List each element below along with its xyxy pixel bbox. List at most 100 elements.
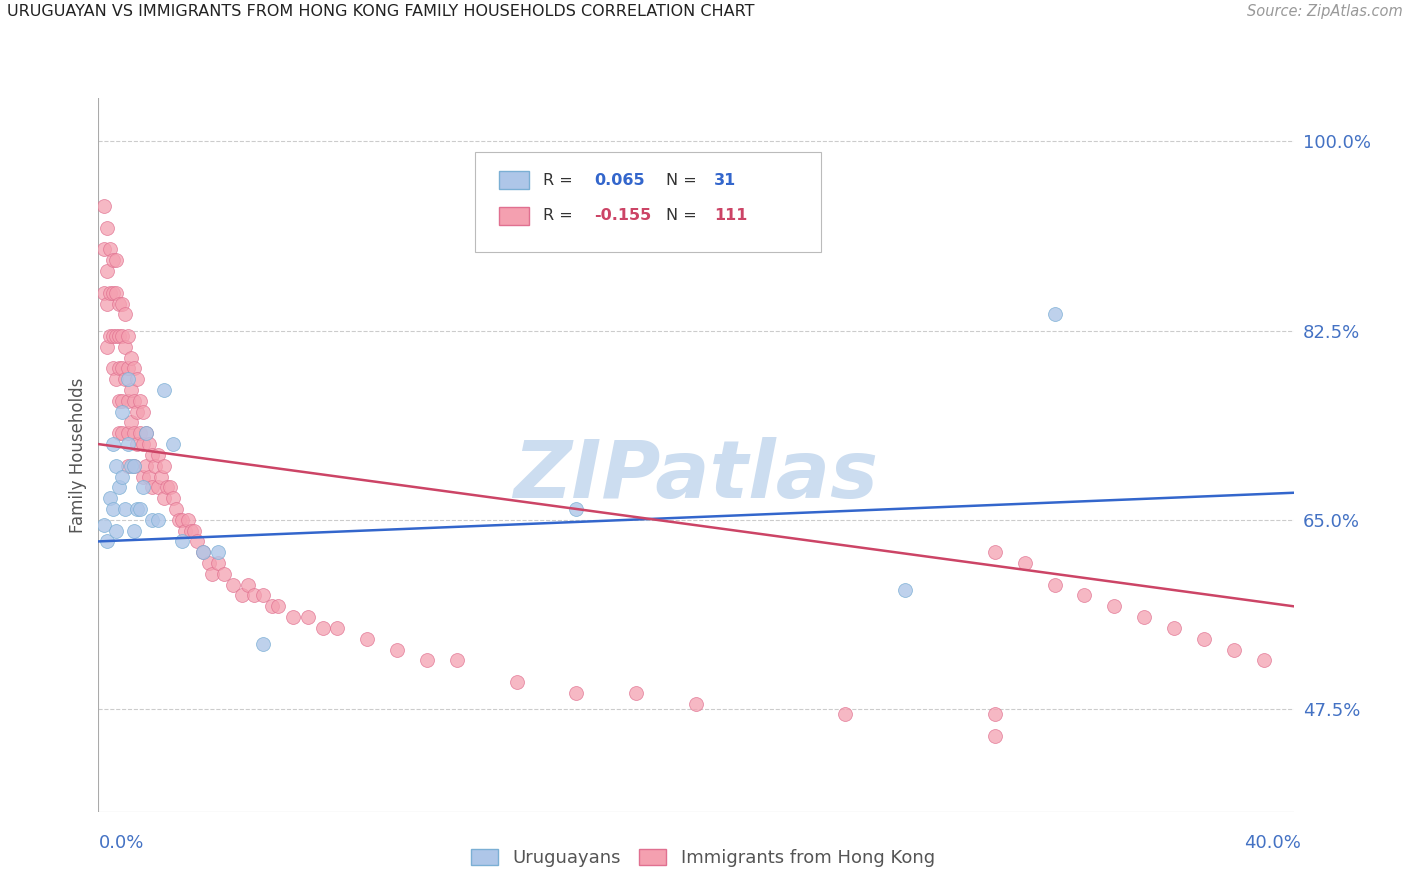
Point <box>141 513 163 527</box>
Point <box>156 480 179 494</box>
Point <box>143 458 166 473</box>
Point <box>191 545 214 559</box>
Point <box>222 577 245 591</box>
Point <box>281 610 304 624</box>
Point <box>180 524 202 538</box>
Text: 111: 111 <box>714 209 747 223</box>
Point <box>103 361 125 376</box>
Point <box>132 437 155 451</box>
Point <box>984 707 1007 722</box>
Point <box>111 426 134 441</box>
Point <box>93 243 115 257</box>
Point <box>191 545 214 559</box>
Point <box>117 437 139 451</box>
Point <box>162 437 184 451</box>
Point <box>311 621 333 635</box>
Point <box>159 480 181 494</box>
Point <box>1043 307 1066 321</box>
Point <box>127 405 149 419</box>
Point <box>111 361 134 376</box>
Text: Source: ZipAtlas.com: Source: ZipAtlas.com <box>1247 4 1403 20</box>
Point <box>117 361 139 376</box>
Point <box>177 513 200 527</box>
Text: -0.155: -0.155 <box>595 209 651 223</box>
Point <box>212 566 235 581</box>
Point <box>236 577 259 591</box>
Point <box>105 253 128 268</box>
Point <box>1133 610 1156 624</box>
Text: ZIPatlas: ZIPatlas <box>513 437 879 516</box>
Point <box>103 502 125 516</box>
Point <box>243 589 266 603</box>
Point <box>96 296 118 310</box>
Point <box>565 502 588 516</box>
Point <box>148 480 170 494</box>
Point <box>1073 589 1095 603</box>
Text: R =: R = <box>543 173 578 187</box>
Point <box>231 589 253 603</box>
Point <box>132 405 155 419</box>
Point <box>120 416 142 430</box>
Point <box>105 329 128 343</box>
Point <box>124 524 146 538</box>
Point <box>138 469 160 483</box>
Point <box>984 545 1007 559</box>
Legend: Uruguayans, Immigrants from Hong Kong: Uruguayans, Immigrants from Hong Kong <box>464 841 942 874</box>
Point <box>96 534 118 549</box>
Point <box>416 653 439 667</box>
Point <box>252 589 274 603</box>
Point <box>120 351 142 365</box>
Point <box>120 458 142 473</box>
Point <box>167 513 190 527</box>
Point <box>96 220 118 235</box>
Point <box>127 502 149 516</box>
Point <box>129 502 152 516</box>
Point <box>162 491 184 505</box>
Point <box>117 426 139 441</box>
Point <box>108 296 131 310</box>
Point <box>1163 621 1185 635</box>
Point <box>124 393 146 408</box>
Point <box>96 340 118 354</box>
Y-axis label: Family Households: Family Households <box>69 377 87 533</box>
Point <box>114 502 136 516</box>
Point <box>103 437 125 451</box>
Point <box>1104 599 1126 614</box>
Point <box>186 534 208 549</box>
Text: N =: N = <box>666 209 702 223</box>
FancyBboxPatch shape <box>499 171 529 189</box>
Point <box>105 458 128 473</box>
Point <box>894 583 917 598</box>
Point <box>150 469 173 483</box>
Text: R =: R = <box>543 209 578 223</box>
Point <box>111 469 134 483</box>
Text: 0.0%: 0.0% <box>98 834 143 852</box>
Point <box>153 491 176 505</box>
Point <box>117 393 139 408</box>
Point <box>153 458 176 473</box>
Point <box>1223 642 1246 657</box>
Point <box>111 296 134 310</box>
Point <box>1192 632 1215 646</box>
Point <box>834 707 856 722</box>
Point <box>127 372 149 386</box>
Point <box>135 426 157 441</box>
Point <box>138 437 160 451</box>
Point <box>100 243 122 257</box>
Point <box>565 686 588 700</box>
Point <box>132 469 155 483</box>
Point <box>174 524 197 538</box>
Point <box>148 448 170 462</box>
Point <box>148 513 170 527</box>
Text: 0.065: 0.065 <box>595 173 645 187</box>
Point <box>172 534 194 549</box>
Point <box>198 556 221 570</box>
FancyBboxPatch shape <box>499 207 529 225</box>
Point <box>141 448 163 462</box>
Point <box>117 372 139 386</box>
Point <box>1043 577 1066 591</box>
FancyBboxPatch shape <box>475 152 821 252</box>
Text: 31: 31 <box>714 173 737 187</box>
Point <box>100 491 122 505</box>
Point <box>172 513 194 527</box>
